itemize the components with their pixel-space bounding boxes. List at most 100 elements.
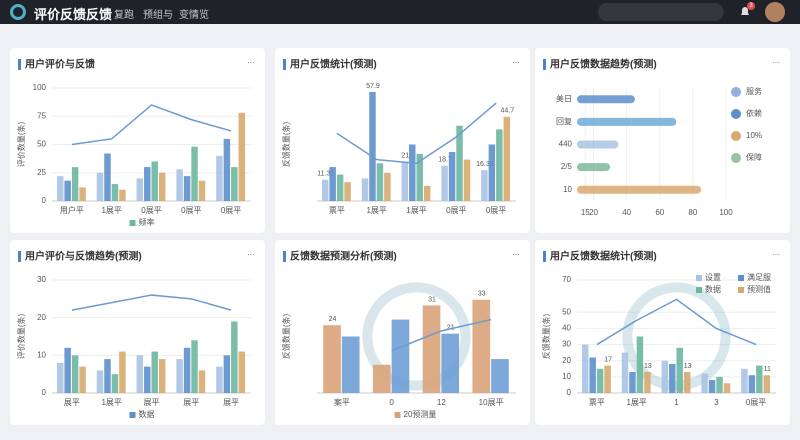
line [71,294,232,311]
bar [472,299,491,393]
bar [676,347,683,393]
brand: 评价反馈反馈 [34,7,113,22]
bar [577,185,702,194]
bar [71,355,79,393]
x-tick-label: 0展平 [181,206,201,215]
line [596,298,757,346]
bar [323,325,341,393]
title-accent [18,251,21,262]
panel-menu[interactable]: ··· [247,250,255,259]
bar [176,169,183,201]
x-tick-label: 1展平 [101,398,121,407]
bar [64,347,71,393]
bar [661,360,669,393]
x-tick-label: 0展平 [141,206,161,215]
x-tick-label: 1展平 [626,398,646,407]
x-tick-label: 1展平 [101,206,121,215]
bar [183,347,191,393]
legend-swatch [129,412,136,418]
legend-swatch [738,275,744,281]
title-accent [18,59,21,70]
y-tick-label: 回复 [556,116,572,126]
panel-title: 用户评价与反馈趋势(预测) [24,250,142,263]
y-axis-title: 反馈数量(条) [541,314,551,360]
bar [708,380,716,393]
panel-menu[interactable]: ··· [512,250,520,259]
bar [158,359,166,393]
bar [198,370,206,393]
legend-label: 20预测量 [404,409,437,419]
value-label: 13 [644,363,652,370]
legend-swatch [129,220,136,226]
panel-menu[interactable]: ··· [772,58,780,67]
bar [441,333,460,393]
nav-item[interactable]: 复跑 [114,10,134,21]
y-tick-label: 0 [567,388,572,397]
panel-menu[interactable]: ··· [772,250,780,259]
x-tick-label: 0展平 [446,206,466,215]
x-tick-label: 80 [688,208,697,217]
title-accent [283,251,286,262]
panel-menu[interactable]: ··· [512,58,520,67]
legend-swatch [696,275,702,281]
panel-menu[interactable]: ··· [247,58,255,67]
x-tick-label: 票平 [329,206,345,215]
bar [596,368,604,393]
bar [621,352,629,393]
title-accent [543,251,546,262]
x-tick-label: 1展平 [406,206,426,215]
x-tick-label: 展平 [64,398,80,407]
bar [369,91,376,201]
bar [577,95,635,104]
value-label: 17 [604,356,612,363]
y-tick-label: 75 [37,111,46,120]
bar [644,372,651,393]
bar [723,383,731,393]
value-label: 44.7 [500,108,514,115]
bar [119,351,126,393]
y-tick-label: 美日 [556,93,572,103]
x-tick-label: 0展平 [221,206,241,215]
legend-label: 频率 [139,217,155,227]
x-tick-label: 1展平 [366,206,386,215]
search-box[interactable] [598,3,724,21]
bar [321,179,329,201]
bell[interactable] [739,6,751,18]
bar [423,185,431,201]
bar [577,117,677,126]
note-label: 依赖 [746,108,762,118]
note-dot [731,87,741,97]
bar [183,176,191,201]
bar [56,176,64,201]
bar [488,144,496,201]
avatar[interactable] [765,2,785,22]
top-bar: 评价反馈反馈 复跑 预组与 变情览 3 [0,0,800,24]
bar [119,189,126,201]
bar [629,372,636,393]
nav-item[interactable]: 变情览 [179,10,209,21]
x-tick-label: 3 [714,398,719,407]
note-label: 10% [746,131,762,140]
legend-label: 满足服 [747,272,771,282]
bar [216,155,223,201]
legend-swatch [696,287,702,293]
y-tick-label: 50 [37,140,46,149]
y-tick-label: 30 [562,340,571,349]
bar [422,305,441,393]
bar [191,340,198,393]
x-tick-label: 20 [589,208,598,217]
value-label: 21 [401,152,409,159]
y-axis-title: 评价数量(条) [16,122,26,168]
panel-title: 用户反馈统计(预测) [289,58,377,71]
bar [151,351,158,393]
bar [716,376,723,393]
bar [238,351,246,393]
value-label: 33 [478,291,486,298]
legend-swatch [738,287,744,293]
x-tick-label: 0展平 [746,398,766,407]
y-tick-label: 70 [562,275,571,284]
x-tick-label: 1 [674,398,679,407]
bar [111,184,119,201]
nav-item[interactable]: 预组与 [143,10,173,21]
bar [384,172,391,201]
